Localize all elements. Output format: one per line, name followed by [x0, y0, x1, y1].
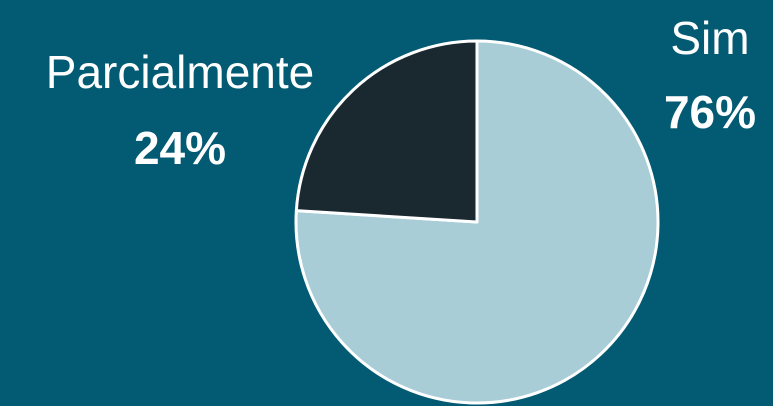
pie-slice	[294, 39, 479, 224]
category-label: Parcialmente	[46, 46, 314, 98]
category-label: Sim	[670, 12, 749, 64]
value-label: 24%	[134, 122, 226, 174]
pie-slice	[294, 39, 660, 405]
value-label: 76%	[664, 86, 756, 138]
